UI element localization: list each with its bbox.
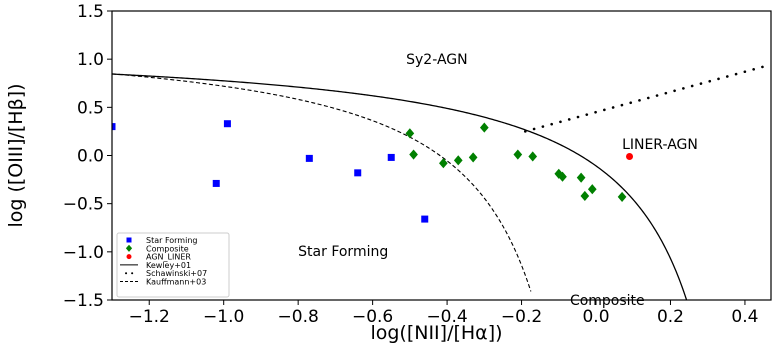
data-point: [387, 153, 395, 161]
x-tick-label: 0.0: [582, 307, 609, 327]
legend-label: Kewley+01: [146, 261, 191, 270]
y-tick-label: 0.0: [77, 147, 104, 167]
region-label-sy2-agn: Sy2-AGN: [406, 52, 467, 68]
legend-item: AGN_LINER: [126, 253, 191, 262]
kauffmann-line: [112, 73, 532, 292]
legend-marker: [125, 244, 133, 252]
region-labels: Sy2-AGN LINER-AGN Star Forming Composite: [298, 52, 698, 309]
y-tick-label: 1.0: [77, 50, 104, 70]
data-point: [479, 122, 489, 133]
x-tick-label: −0.4: [426, 307, 467, 327]
x-tick-label: 0.2: [657, 307, 684, 327]
x-tick-label: −0.8: [278, 307, 319, 327]
region-label-star-forming: Star Forming: [298, 244, 388, 260]
y-tick-label: 0.5: [77, 98, 104, 118]
y-tick-label: −1.0: [63, 243, 104, 263]
series-star-forming: [112, 120, 429, 223]
x-tick-label: −0.6: [352, 307, 393, 327]
schawinski-line: [523, 63, 771, 133]
y-tick-label: −1.5: [63, 291, 104, 311]
data-point: [421, 215, 429, 223]
legend-item: Kauffmann+03: [120, 278, 206, 287]
x-axis-title: log([NII]/[Hα]): [370, 322, 502, 344]
x-tick-label: −1.0: [203, 307, 244, 327]
data-point: [558, 171, 567, 182]
data-point: [409, 149, 418, 160]
series-agn-liner: [626, 152, 634, 160]
data-point: [212, 179, 220, 187]
legend-marker: [126, 254, 132, 260]
demarcation-lines: [112, 63, 771, 300]
legend-item: Star Forming: [126, 236, 197, 245]
kewley-line: [112, 73, 688, 300]
data-point: [439, 158, 448, 169]
data-point: [580, 190, 590, 201]
x-tick-label: −1.2: [129, 307, 170, 327]
x-tick-label: −0.2: [501, 307, 542, 327]
data-point: [354, 169, 362, 177]
legend-marker: [126, 237, 132, 243]
data-point: [468, 152, 478, 163]
legend-item: Kewley+01: [120, 261, 191, 270]
y-tick-label: 1.5: [77, 2, 104, 22]
data-point: [587, 184, 597, 195]
legend-label: Composite: [146, 244, 189, 253]
region-label-composite: Composite: [570, 293, 645, 309]
data-point: [617, 191, 627, 202]
legend-label: Schawinski+07: [146, 269, 207, 278]
x-axis: −1.2 −1.0 −0.8 −0.6 −0.4 −0.2 0.0 0.2 0.4: [129, 300, 758, 327]
data-points: [112, 120, 634, 223]
data-point: [112, 123, 116, 131]
data-point: [554, 168, 564, 179]
region-label-liner-agn: LINER-AGN: [622, 137, 698, 153]
legend-item: Composite: [125, 244, 189, 253]
x-tick-label: 0.4: [731, 307, 758, 327]
series-composite: [405, 122, 627, 202]
data-point: [576, 172, 586, 183]
legend-box: [116, 232, 230, 298]
data-point: [528, 151, 538, 162]
data-point: [305, 154, 313, 162]
data-point: [626, 152, 634, 160]
data-point: [453, 155, 463, 166]
legend-item: Schawinski+07: [125, 269, 207, 278]
legend-label: Star Forming: [146, 236, 197, 245]
legend: Star FormingCompositeAGN_LINERKewley+01S…: [116, 232, 230, 298]
legend-label: Kauffmann+03: [146, 278, 206, 287]
y-tick-label: −0.5: [63, 195, 104, 215]
y-axis-title: log ([OIII]/[Hβ]): [5, 83, 27, 227]
data-point: [513, 149, 523, 160]
data-point: [405, 128, 415, 139]
legend-label: AGN_LINER: [146, 253, 191, 262]
y-axis: −1.5 −1.0 −0.5 0.0 0.5 1.0 1.5: [63, 2, 112, 311]
data-point: [223, 120, 231, 128]
